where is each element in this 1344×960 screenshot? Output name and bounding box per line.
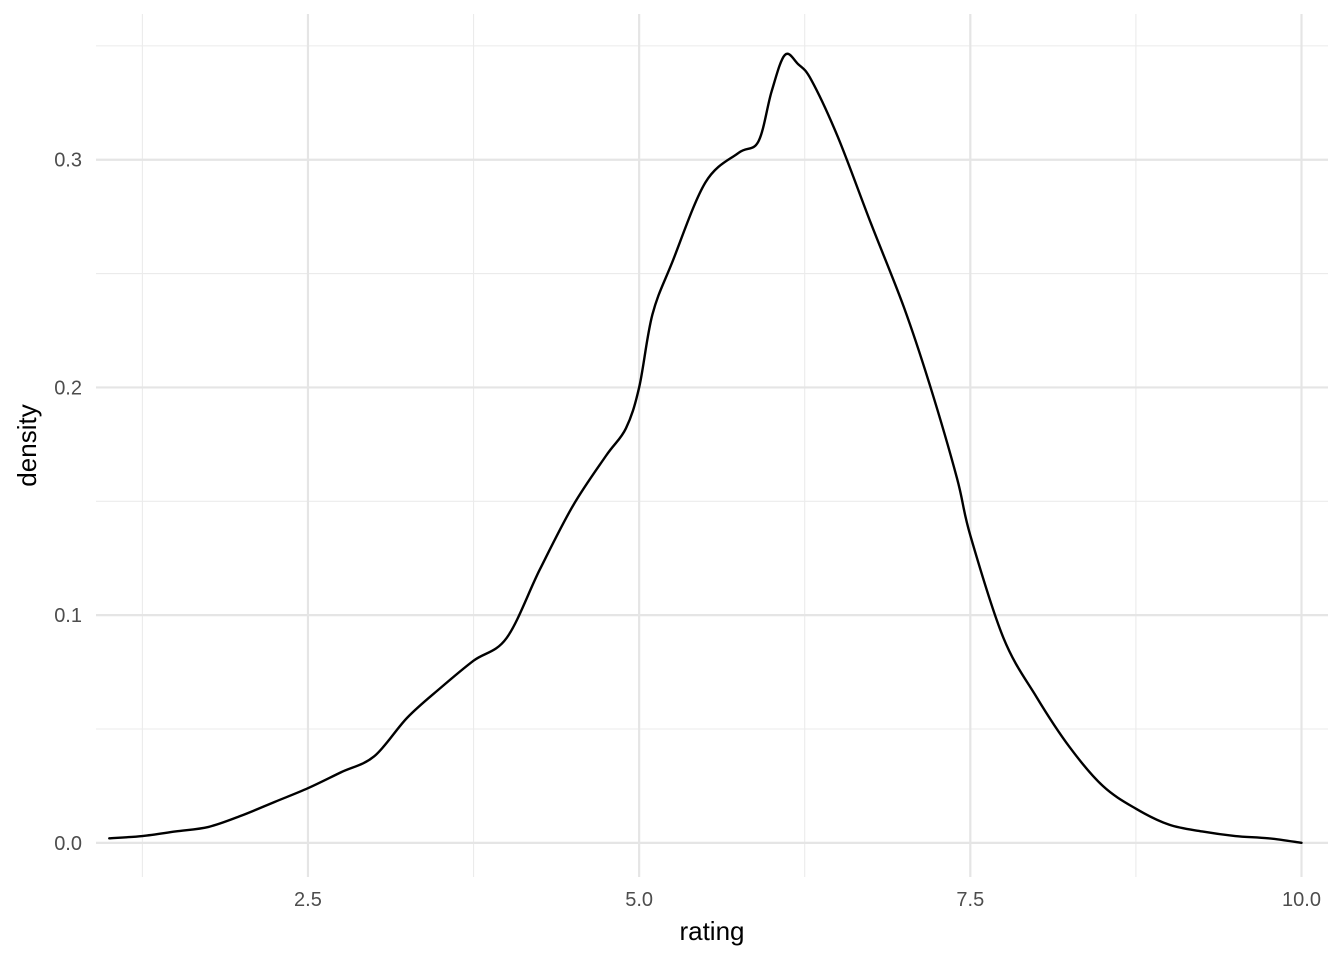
- y-tick-label: 0.0: [54, 833, 82, 855]
- x-axis-tick-labels: 2.5 5.0 7.5 10.0: [294, 889, 1321, 911]
- x-tick-label: 10.0: [1282, 889, 1321, 911]
- x-tick-label: 7.5: [956, 889, 984, 911]
- y-axis-title: density: [12, 404, 42, 486]
- x-tick-label: 5.0: [625, 889, 653, 911]
- y-tick-label: 0.3: [54, 150, 82, 172]
- x-tick-label: 2.5: [294, 889, 322, 911]
- density-line: [108, 52, 1303, 845]
- minor-gridlines: [96, 14, 1328, 877]
- y-axis-tick-labels: 0.0 0.1 0.2 0.3: [54, 150, 82, 855]
- major-gridlines: [96, 14, 1328, 877]
- y-tick-label: 0.1: [54, 605, 82, 627]
- y-tick-label: 0.2: [54, 377, 82, 399]
- series-layer: [108, 52, 1303, 845]
- x-axis-title: rating: [679, 916, 744, 946]
